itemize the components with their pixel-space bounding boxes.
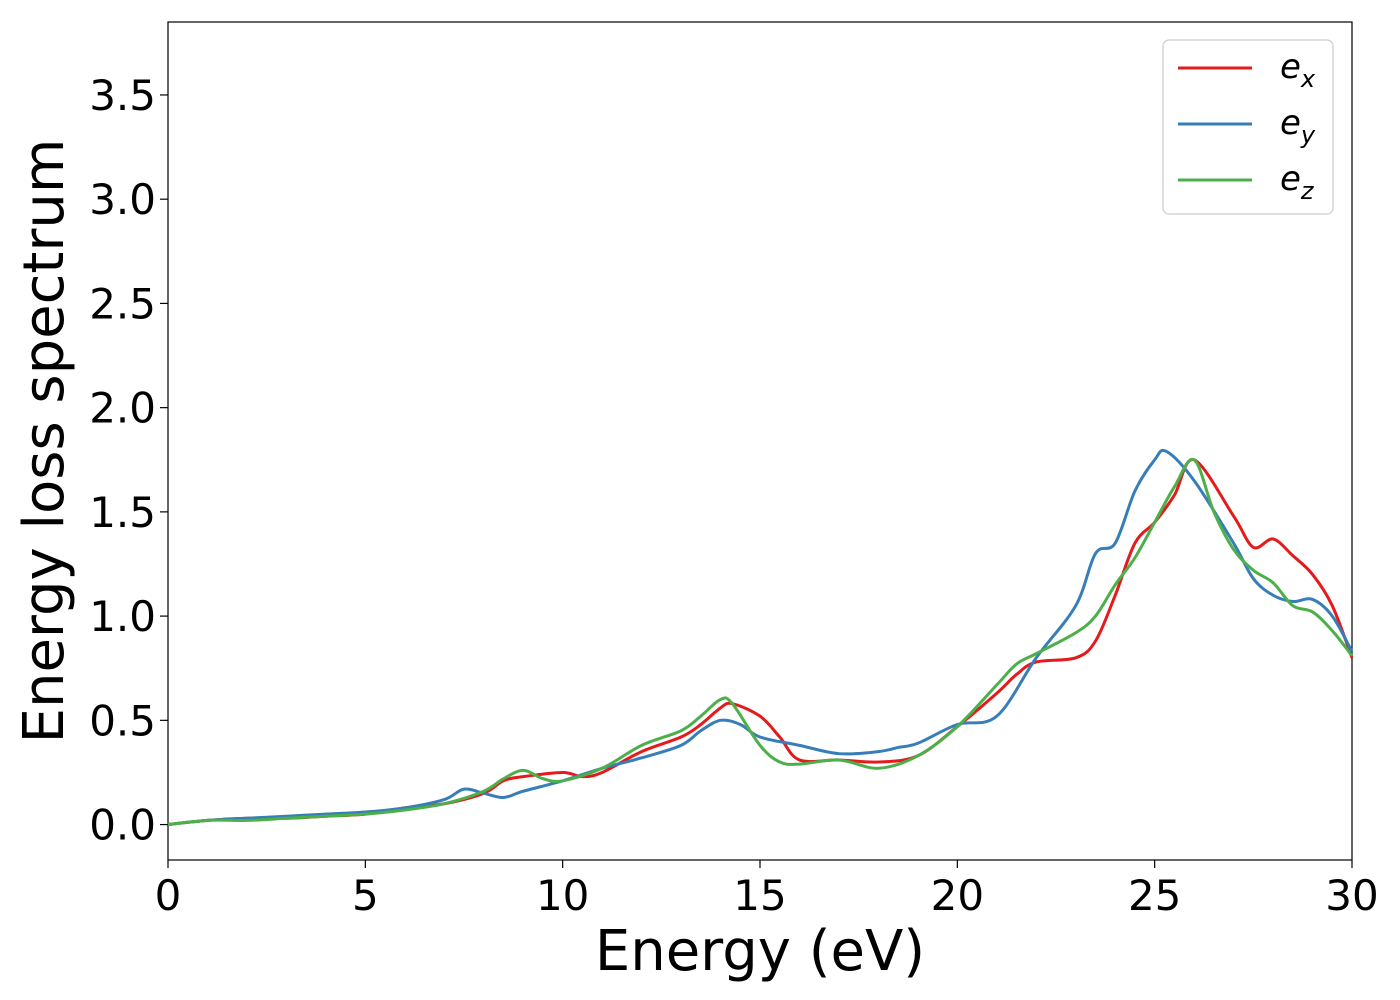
y-tick-label: 3.0	[89, 175, 156, 224]
series-line-e-x	[167, 458, 1354, 827]
y-tick-label: 2.5	[89, 279, 156, 328]
x-tick-label: 15	[733, 871, 786, 920]
series-layer	[167, 448, 1354, 827]
x-tick-label: 20	[931, 871, 984, 920]
x-axis-label: Energy (eV)	[595, 919, 925, 984]
y-axis-label: Energy loss spectrum	[12, 139, 77, 744]
y-tick-label: 1.0	[89, 592, 156, 641]
x-tick-label: 5	[352, 871, 379, 920]
y-tick-label: 0.0	[89, 801, 156, 850]
x-ticks: 0 5 10 15 20 25 30	[155, 860, 1379, 920]
series-line-e-y	[167, 448, 1354, 827]
y-tick-label: 3.5	[89, 71, 156, 120]
legend-label-e-y: ey	[1280, 103, 1316, 149]
x-tick-label: 25	[1128, 871, 1181, 920]
y-tick-label: 0.5	[89, 696, 156, 745]
y-tick-label: 1.5	[89, 488, 156, 537]
plot-area: 0 5 10 15 20 25 30 0.0 0.5 1.0 1.5 2.0 2.5 3.0 3.5	[89, 21, 1379, 920]
legend-label-e-x: ex	[1280, 47, 1316, 93]
x-tick-label: 30	[1325, 871, 1378, 920]
x-tick-label: 0	[155, 871, 182, 920]
series-line-e-z	[167, 457, 1354, 827]
x-tick-label: 10	[536, 871, 589, 920]
legend-box	[1162, 39, 1334, 215]
y-ticks: 0.0 0.5 1.0 1.5 2.0 2.5 3.0 3.5	[89, 71, 168, 850]
y-tick-label: 2.0	[89, 384, 156, 433]
